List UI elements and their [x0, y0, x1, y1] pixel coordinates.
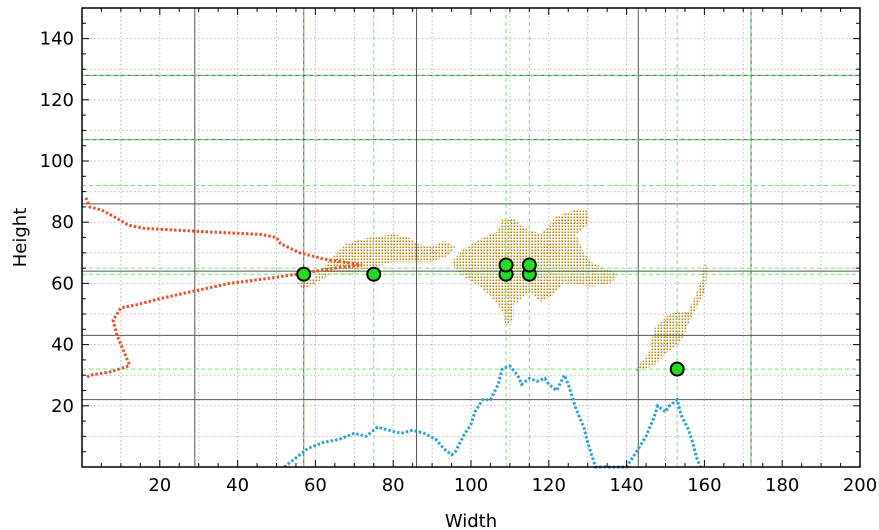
x-tick-label: 180	[765, 475, 799, 496]
markers	[296, 257, 685, 377]
x-axis-title: Width	[445, 511, 497, 530]
marker-point	[498, 257, 514, 273]
marker-point	[366, 266, 382, 282]
marker-point	[669, 361, 685, 377]
x-tick-label: 60	[304, 475, 327, 496]
marker-point	[521, 257, 537, 273]
x-tick-label: 140	[609, 475, 643, 496]
x-tick-label: 120	[532, 475, 566, 496]
minor-grid	[82, 8, 860, 467]
marker-point	[296, 266, 312, 282]
tick-labels: 20 40 60 80 100 120 140 160 180 200 20 40 60 80 100 120…	[40, 29, 878, 496]
left-profile-curve	[84, 197, 363, 380]
x-tick-label: 20	[148, 475, 171, 496]
y-tick-label: 100	[40, 151, 74, 172]
y-tick-label: 20	[51, 396, 74, 417]
profile-curves	[84, 197, 702, 469]
blob-region	[634, 262, 709, 373]
y-tick-label: 40	[51, 335, 74, 356]
green-grid-lines	[82, 8, 860, 467]
blob-regions	[296, 210, 709, 373]
x-tick-label: 40	[226, 475, 249, 496]
ticks	[82, 7, 861, 467]
blob-region	[296, 234, 456, 290]
y-tick-label: 140	[40, 29, 74, 50]
x-tick-label: 80	[382, 475, 405, 496]
y-axis-title: Height	[10, 208, 31, 268]
x-tick-label: 160	[687, 475, 721, 496]
bottom-profile-curve	[283, 364, 702, 469]
y-tick-label: 60	[51, 273, 74, 294]
y-tick-label: 120	[40, 90, 74, 111]
x-tick-label: 200	[843, 475, 877, 496]
y-tick-label: 80	[51, 212, 74, 233]
x-tick-label: 100	[454, 475, 488, 496]
